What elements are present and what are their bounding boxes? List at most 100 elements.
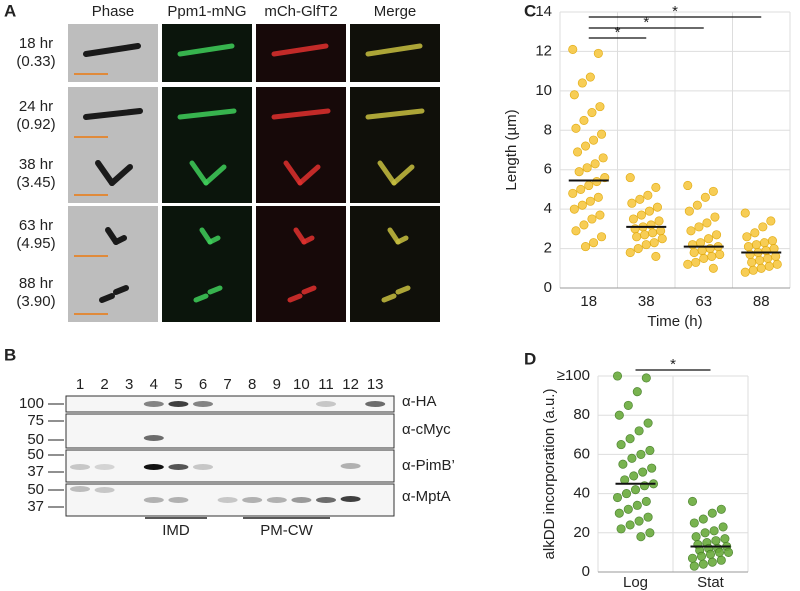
data-point <box>649 238 659 248</box>
band <box>168 497 189 503</box>
cell <box>365 43 423 57</box>
data-point <box>689 247 699 258</box>
data-point <box>740 267 750 277</box>
micrograph <box>256 24 346 82</box>
cell <box>283 160 303 186</box>
data-point <box>707 508 717 518</box>
band <box>143 435 164 441</box>
data-point <box>687 553 698 563</box>
lane-number: 2 <box>100 376 108 393</box>
data-point <box>708 263 718 273</box>
y-tick-label: 6 <box>544 161 552 178</box>
mw-marker: 100 <box>19 395 44 412</box>
cell <box>207 285 223 295</box>
cell <box>113 285 129 295</box>
data-point <box>568 188 578 198</box>
data-point <box>582 163 592 173</box>
data-point <box>700 528 710 538</box>
data-point <box>758 222 768 232</box>
data-point <box>623 504 633 514</box>
cell <box>113 235 127 245</box>
data-point <box>569 90 579 100</box>
data-point <box>625 173 635 183</box>
data-point <box>740 208 750 218</box>
data-point <box>691 532 701 542</box>
x-tick-label: Log <box>623 574 648 591</box>
y-tick-label: 80 <box>573 406 590 423</box>
data-point <box>771 251 781 262</box>
band <box>143 497 164 503</box>
band <box>193 464 213 470</box>
data-point <box>584 180 594 191</box>
data-point <box>636 449 646 459</box>
significance-star: * <box>643 14 649 31</box>
cell <box>301 235 315 245</box>
x-tick-label: 88 <box>753 293 770 310</box>
row-time: 38 hr <box>19 156 53 173</box>
x-axis-label: Time (h) <box>647 313 702 330</box>
data-point <box>636 210 646 220</box>
y-tick-label: 40 <box>573 485 590 502</box>
data-point <box>625 434 635 444</box>
mw-marker: 37 <box>27 463 44 480</box>
cell <box>177 108 237 120</box>
band <box>266 497 287 503</box>
data-point <box>694 222 704 232</box>
lane-number: 1 <box>76 376 84 393</box>
y-tick-label: 4 <box>544 200 552 217</box>
data-point <box>632 387 642 397</box>
column-header: Ppm1-mNG <box>167 3 246 20</box>
data-point <box>641 496 651 506</box>
data-point <box>751 240 761 250</box>
y-tick-label: 2 <box>544 240 552 257</box>
data-point <box>634 516 644 526</box>
data-point <box>714 547 725 557</box>
y-tick-label: 10 <box>535 82 552 99</box>
band <box>168 464 189 470</box>
mw-marker: 50 <box>27 446 44 463</box>
data-point <box>593 48 603 58</box>
significance-star: * <box>672 3 678 20</box>
y-axis-label: Length (µm) <box>503 109 520 190</box>
data-point <box>766 216 776 226</box>
band <box>94 487 115 493</box>
data-point <box>643 190 653 200</box>
data-point <box>577 78 587 88</box>
panel-label: A <box>4 1 16 20</box>
y-axis-label: alkDD incorporation (a.u.) <box>541 389 558 560</box>
cell <box>271 43 329 57</box>
data-point <box>684 206 694 216</box>
significance-star: * <box>615 24 621 41</box>
data-point <box>580 242 591 252</box>
data-point <box>759 238 769 248</box>
data-point <box>585 72 595 82</box>
cell <box>365 108 425 120</box>
data-point <box>651 251 661 262</box>
band <box>291 497 312 503</box>
lane-number: 7 <box>223 376 231 393</box>
antibody-label: α-HA <box>402 393 437 410</box>
data-point <box>633 244 643 254</box>
mw-marker: 37 <box>27 498 44 515</box>
data-point <box>652 202 662 212</box>
data-point <box>689 561 699 571</box>
cell <box>99 293 115 303</box>
data-point <box>702 218 712 228</box>
cell <box>395 285 411 295</box>
blot-strip <box>65 449 395 483</box>
band <box>365 401 386 407</box>
row-time: 24 hr <box>19 98 53 115</box>
blot-strip <box>65 483 395 517</box>
y-tick-label: 60 <box>573 445 590 462</box>
antibody-label: α-PimB’ <box>402 457 455 474</box>
antibody-label: α-MptA <box>402 488 451 505</box>
lane-number: 13 <box>367 376 384 393</box>
data-point <box>764 261 774 271</box>
band <box>143 464 164 470</box>
fraction-label: IMD <box>162 522 190 539</box>
data-point <box>574 167 584 177</box>
data-point <box>612 492 623 503</box>
data-point <box>638 467 648 477</box>
column-header: mCh-GlfT2 <box>264 3 337 20</box>
cell <box>377 160 397 186</box>
